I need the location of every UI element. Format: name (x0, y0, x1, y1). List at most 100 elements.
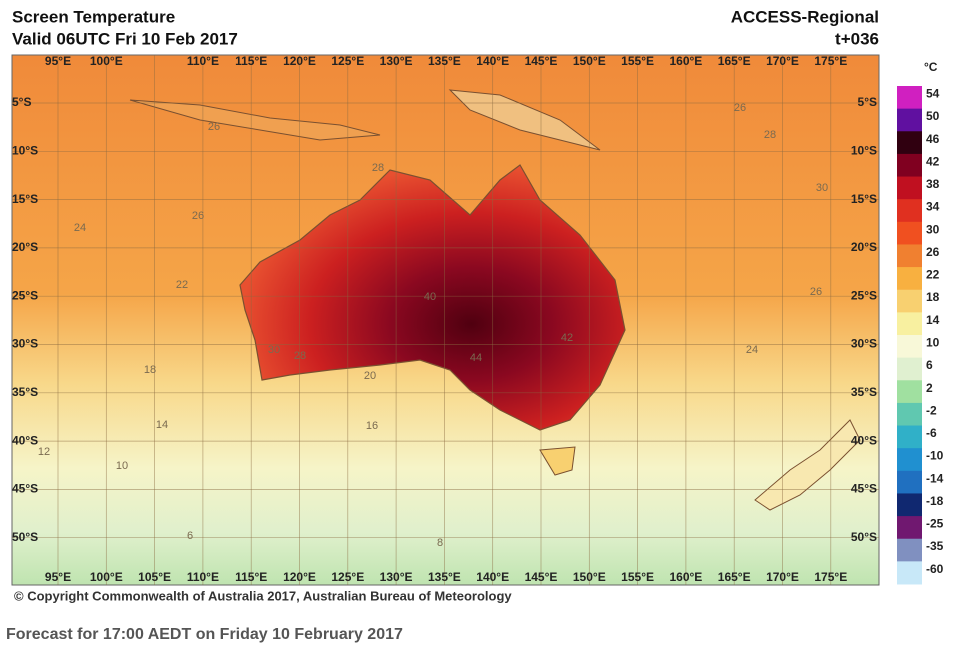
contour-label: 26 (208, 121, 220, 133)
contour-label: 28 (294, 350, 306, 362)
colorbar-label: 22 (926, 268, 940, 282)
contour-label: 22 (176, 279, 188, 291)
lon-label: 130°E (380, 54, 413, 68)
colorbar-label: 50 (926, 109, 940, 123)
colorbar-swatch (897, 448, 922, 472)
model: ACCESS-Regional (731, 7, 879, 26)
tasmania (539, 446, 576, 476)
colorbar: °C 54 50 46 42 38 34 30 26 22 18 14 10 6 2 -2 -6 -10 -14 -… (897, 60, 944, 585)
contour-label: 14 (156, 419, 168, 431)
lon-label: 115°E (235, 570, 267, 584)
colorbar-label: -25 (926, 517, 944, 531)
title: Screen Temperature (12, 7, 175, 26)
colorbar-swatch (897, 402, 922, 427)
lat-label: 50°S (12, 530, 38, 544)
colorbar-swatch (897, 425, 922, 449)
contour-label: 40 (424, 291, 436, 303)
colorbar-swatch (897, 561, 922, 585)
colorbar-swatch (897, 131, 922, 155)
contour-label: 30 (268, 344, 280, 356)
lat-label: 10°S (851, 143, 877, 157)
lon-label: 100°E (90, 54, 123, 68)
lat-label: 15°S (12, 192, 38, 206)
colorbar-swatch (897, 221, 922, 245)
lon-label: 140°E (476, 54, 509, 68)
colorbar-swatch (897, 380, 922, 404)
copyright: © Copyright Commonwealth of Australia 20… (14, 588, 512, 603)
contour-label: 30 (816, 182, 828, 194)
lat-label: 50°S (851, 530, 877, 544)
contour-label: 44 (470, 352, 482, 364)
contour-label: 10 (116, 460, 128, 472)
lat-label: 40°S (851, 433, 877, 447)
lat-label: 35°S (851, 385, 877, 399)
new-guinea (448, 89, 601, 151)
lat-label: 15°S (851, 192, 877, 206)
valid-time: Valid 06UTC Fri 10 Feb 2017 (12, 29, 238, 48)
colorbar-label: -2 (926, 403, 937, 417)
lon-label: 150°E (573, 570, 606, 584)
contour-label: 26 (810, 286, 822, 298)
lon-label: 100°E (90, 570, 123, 584)
colorbar-label: 38 (926, 177, 940, 191)
colorbar-label: 26 (926, 245, 940, 259)
contour-label: 28 (764, 129, 776, 141)
colorbar-swatch (897, 108, 922, 132)
lon-label: 165°E (718, 570, 751, 584)
colorbar-label: 42 (926, 154, 940, 168)
lat-label: 25°S (851, 288, 877, 302)
lon-label: 160°E (669, 54, 702, 68)
colorbar-swatch (897, 312, 922, 336)
caption: Forecast for 17:00 AEDT on Friday 10 Feb… (6, 626, 403, 643)
indonesia (129, 99, 381, 141)
colorbar-label: 46 (926, 132, 940, 146)
colorbar-label: 54 (926, 86, 940, 100)
lat-label: 35°S (12, 385, 38, 399)
lat-label: 5°S (12, 95, 31, 109)
colorbar-swatch (897, 244, 922, 268)
colorbar-swatch (897, 516, 922, 540)
lat-label: 20°S (12, 240, 38, 254)
lon-label: 95°E (45, 570, 71, 584)
colorbar-label: 34 (926, 200, 940, 214)
lon-label: 135°E (428, 54, 461, 68)
colorbar-swatch (897, 493, 922, 517)
colorbar-label: 18 (926, 290, 940, 304)
colorbar-label: -60 (926, 562, 944, 576)
colorbar-label: 30 (926, 222, 940, 236)
colorbar-label: 14 (926, 313, 940, 327)
colorbar-label: -14 (926, 471, 944, 485)
lon-label: 125°E (331, 54, 364, 68)
lon-label: 120°E (283, 570, 316, 584)
lon-label: 95°E (45, 54, 71, 68)
colorbar-swatch (897, 357, 922, 381)
lon-label: 120°E (283, 54, 316, 68)
contour-label: 6 (187, 530, 193, 542)
contour-label: 12 (38, 446, 50, 458)
lon-label: 135°E (428, 570, 461, 584)
lat-label: 5°S (858, 95, 877, 109)
contour-label: 18 (144, 364, 156, 376)
new-zealand (754, 419, 861, 511)
lon-label: 155°E (621, 570, 654, 584)
lon-label: 155°E (621, 54, 654, 68)
lon-label: 175°E (814, 54, 847, 68)
lon-label: 150°E (573, 54, 606, 68)
contour-label: 28 (372, 162, 384, 174)
contour-label: 20 (364, 370, 376, 382)
colorbar-unit: °C (924, 60, 938, 74)
lat-label: 30°S (851, 337, 877, 351)
contour-label: 16 (366, 420, 378, 432)
colorbar-label: -6 (926, 426, 937, 440)
contour-label: 8 (437, 537, 443, 549)
colorbar-swatch (897, 199, 922, 223)
lon-label: 105°E (138, 570, 171, 584)
lead-time: t+036 (835, 29, 879, 48)
contour-label: 42 (561, 332, 573, 344)
lon-label: 110°E (187, 570, 219, 584)
lat-label: 45°S (12, 482, 38, 496)
lon-label: 165°E (718, 54, 751, 68)
colorbar-swatch (897, 176, 922, 200)
colorbar-label: 10 (926, 335, 940, 349)
